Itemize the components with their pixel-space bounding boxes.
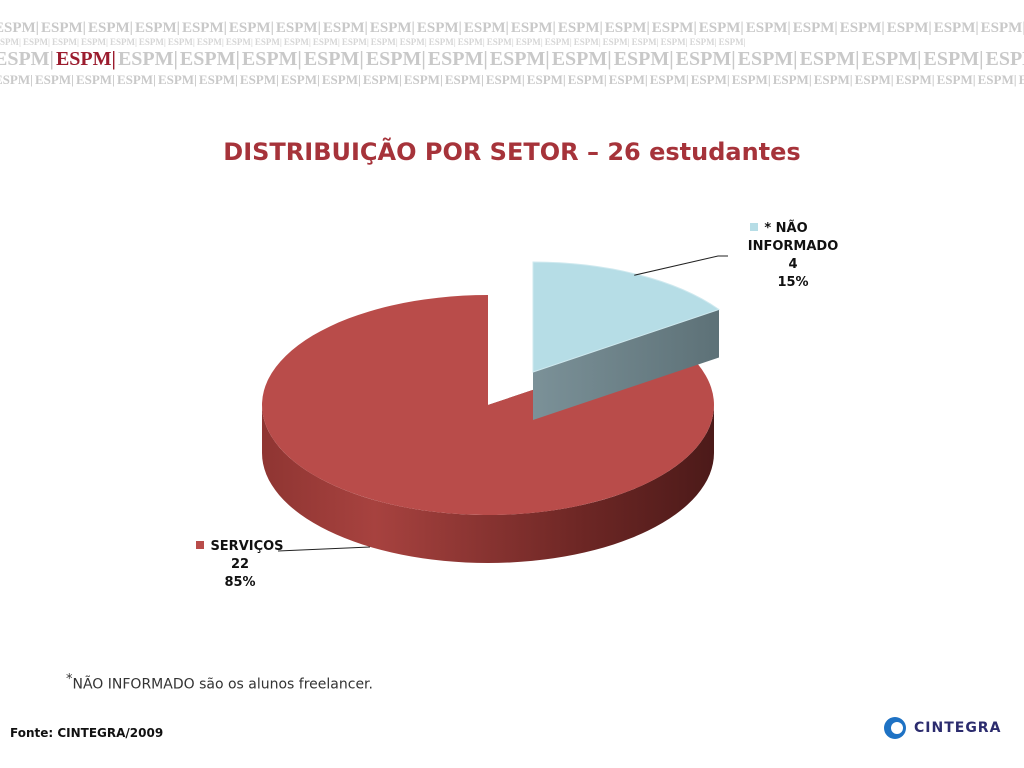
legend-marker (196, 541, 205, 549)
slice-name: SERVIÇOS (210, 539, 284, 554)
banner-row: ESPM|ESPM|ESPM|ESPM|ESPM|ESPM|ESPM|ESPM|… (0, 20, 1024, 36)
slice-name: * NÃO INFORMADO (747, 221, 839, 254)
slice-value: 4 (788, 257, 798, 272)
footnote: *NÃO INFORMADO são os alunos freelancer. (66, 672, 373, 693)
slice-percent: 85% (224, 575, 256, 590)
slice-label-servicos: SERVIÇOS 22 85% (180, 538, 300, 592)
leader-line-nao-informado (634, 255, 728, 276)
slice-value: 22 (230, 557, 250, 572)
footnote-text: NÃO INFORMADO são os alunos freelancer. (72, 676, 373, 693)
banner-row: ESPM|ESPM|ESPM|ESPM|ESPM|ESPM|ESPM|ESPM|… (0, 48, 1024, 70)
logo-text: CINTEGRA (914, 720, 1002, 736)
slice-side-nao-informado (533, 309, 719, 420)
slice-rim-servicos (262, 405, 714, 563)
legend-marker (750, 223, 759, 231)
cintegra-logo: CINTEGRA (884, 714, 1001, 742)
footnote-marker: * (66, 672, 73, 687)
slice-top-servicos (261, 295, 714, 515)
slice-label-nao-informado: * NÃO INFORMADO 4 15% (738, 220, 848, 292)
banner-row: ESPM|ESPM|ESPM|ESPM|ESPM|ESPM|ESPM|ESPM|… (0, 37, 746, 47)
leader-line-servicos (277, 546, 371, 552)
banner-row: ESPM|ESPM|ESPM|ESPM|ESPM|ESPM|ESPM|ESPM|… (0, 72, 1024, 87)
source-caption: Fonte: CINTEGRA/2009 (10, 726, 164, 740)
espm-header-banner: ESPM|ESPM|ESPM|ESPM|ESPM|ESPM|ESPM|ESPM|… (0, 20, 1024, 88)
cintegra-logo-icon (884, 717, 906, 739)
slice-percent: 15% (777, 275, 809, 290)
chart-title: DISTRIBUIÇÃO POR SETOR – 26 estudantes (223, 138, 801, 166)
